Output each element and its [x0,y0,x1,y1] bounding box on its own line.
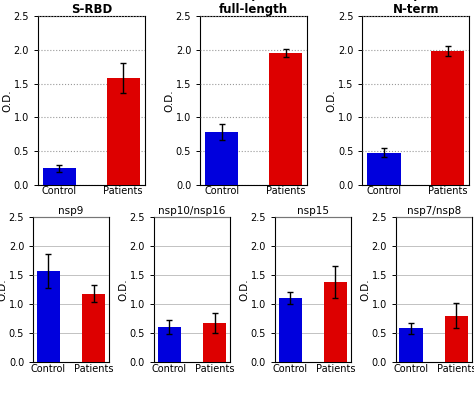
Bar [279,298,302,362]
Title: nsp10/nsp16: nsp10/nsp16 [158,206,226,216]
Title: nsp15: nsp15 [297,206,329,216]
Bar [157,327,181,362]
Title: Nucleoprotein
N-term: Nucleoprotein N-term [369,0,463,16]
Title: nsp9: nsp9 [58,206,84,216]
Bar [43,168,76,185]
Y-axis label: O.D.: O.D. [118,278,128,301]
Bar [445,316,468,362]
Bar [367,152,401,185]
Title: S-RBD: S-RBD [71,3,112,16]
Title: nsp7/nsp8: nsp7/nsp8 [407,206,461,216]
Bar [431,51,465,185]
Bar [324,282,347,362]
Bar [36,271,60,362]
Bar [107,78,140,185]
Bar [82,294,105,362]
Y-axis label: O.D.: O.D. [239,278,249,301]
Bar [205,132,238,185]
Y-axis label: O.D.: O.D. [2,89,12,112]
Y-axis label: O.D.: O.D. [0,278,7,301]
Bar [203,323,226,362]
Y-axis label: O.D.: O.D. [327,89,337,112]
Y-axis label: O.D.: O.D. [164,89,174,112]
Bar [269,53,302,185]
Y-axis label: O.D.: O.D. [360,278,370,301]
Title: Nucleoprotein
full-length: Nucleoprotein full-length [207,0,301,16]
Bar [400,328,423,362]
